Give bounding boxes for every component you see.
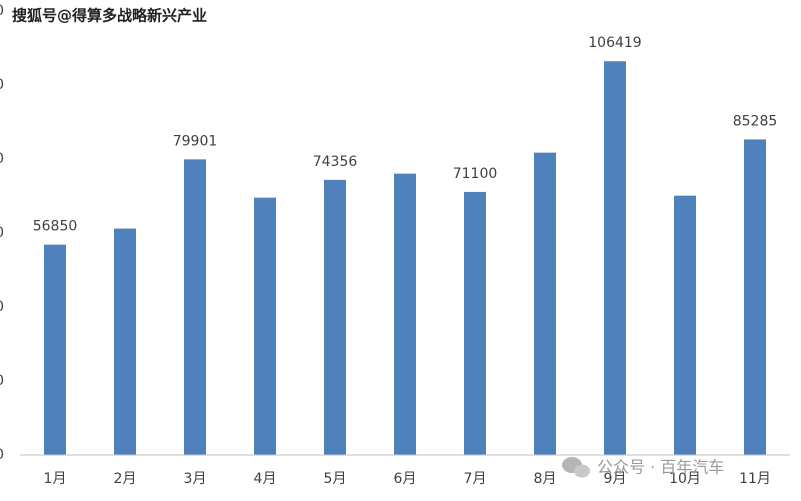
watermark: 公众号 · 百年汽车 [597,458,724,477]
y-tick-label: 20000 [0,373,4,389]
x-tick-label: 6月 [394,471,417,487]
data-label: 56850 [33,219,78,235]
bar [604,61,626,456]
bar [114,228,136,455]
x-tick-label: 1月 [44,471,67,487]
y-tick-label: 120000 [0,3,4,19]
x-tick-label: 4月 [254,471,277,487]
data-label: 85285 [733,113,778,129]
data-label: 106419 [588,35,641,51]
bar [254,197,276,456]
data-label: 71100 [453,166,498,182]
y-tick-label: 40000 [0,299,4,315]
x-tick-label: 8月 [534,471,557,487]
y-tick-label: 100000 [0,77,4,93]
bar [184,159,206,455]
bar [394,173,416,456]
x-tick-label: 10月 [669,471,701,487]
y-tick-label: 80000 [0,151,4,167]
x-tick-label: 2月 [114,471,137,487]
data-label: 74356 [313,154,358,170]
bar [534,152,556,456]
bar [324,179,346,455]
y-tick-label: 0 [0,447,4,463]
watermark: 搜狐号@得算多战略新兴产业 [12,7,207,25]
bar [44,244,66,455]
y-tick-label: 60000 [0,225,4,241]
bar [674,195,696,456]
x-tick-label: 7月 [464,471,487,487]
x-tick-label: 9月 [604,471,627,487]
bar [744,139,766,455]
bar [464,191,486,455]
x-tick-label: 3月 [184,471,207,487]
data-label: 79901 [173,133,218,149]
wechat-icon [562,457,590,478]
x-tick-label: 11月 [739,471,771,487]
x-tick-label: 5月 [324,471,347,487]
